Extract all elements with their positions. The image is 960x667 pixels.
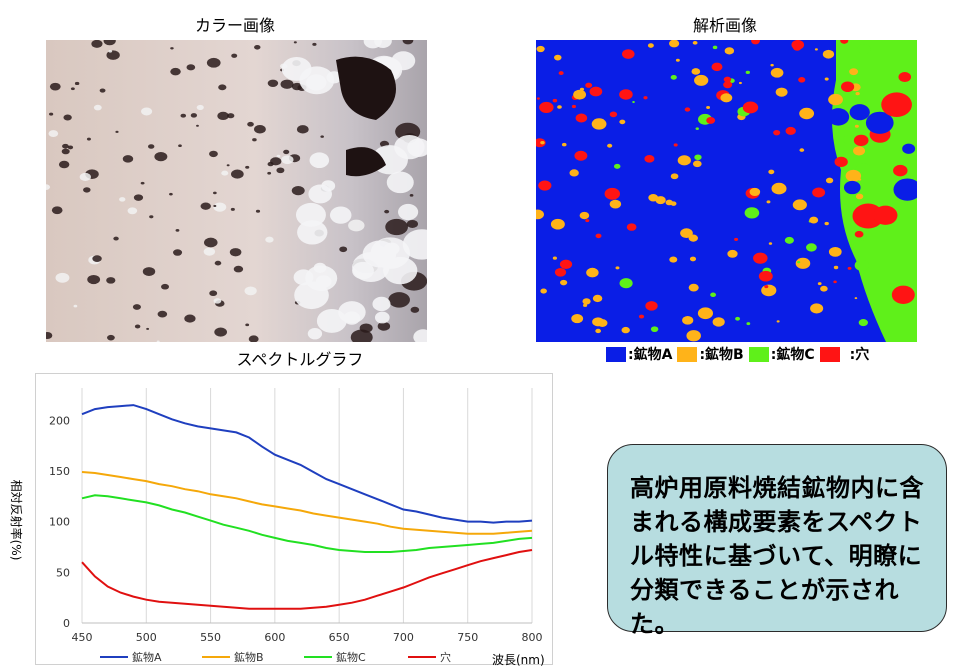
conclusion-box: 高炉用原料焼結鉱物内に含まれる構成要素をスペクトル特性に基づいて、明瞭に分類でき… <box>607 444 947 638</box>
analysis-map-image <box>536 40 917 342</box>
legend-item-mineral-b: :鉱物B <box>677 344 744 364</box>
legend-item-mineral-c: :鉱物C <box>748 344 815 364</box>
analysis-image-title: 解析画像 <box>692 16 757 35</box>
legend-label: :穴 <box>849 347 870 363</box>
legend-item-hole: :穴 <box>819 344 870 364</box>
legend-label: :鉱物A <box>628 347 673 363</box>
legend-item-mineral-a: :鉱物A <box>606 344 672 364</box>
mineral-legend: :鉱物A :鉱物B :鉱物C :穴 <box>606 344 874 364</box>
legend-swatch <box>606 346 626 362</box>
conclusion-text: 高炉用原料焼結鉱物内に含まれる構成要素をスペクトル特性に基づいて、明瞭に分類でき… <box>630 474 924 638</box>
legend-swatch <box>677 346 698 362</box>
legend-label: :鉱物B <box>699 347 744 363</box>
color-micrograph-image <box>46 40 427 342</box>
legend-swatch <box>819 346 840 362</box>
color-image-title: カラー画像 <box>194 16 275 35</box>
y-axis-label: 相対反射率(%) <box>9 480 24 561</box>
legend-swatch <box>748 346 769 362</box>
spectrum-graph-title: スペクトルグラフ <box>236 350 364 369</box>
legend-label: :鉱物C <box>770 347 815 363</box>
spectrum-chart-frame <box>35 373 553 665</box>
